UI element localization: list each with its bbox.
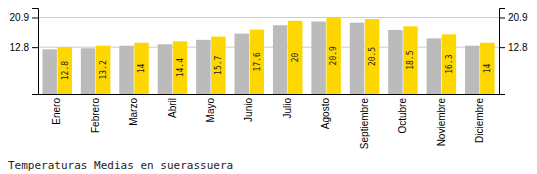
tick-mark	[32, 47, 38, 48]
bar	[403, 26, 417, 94]
tick-label: Junio	[243, 98, 254, 122]
bar	[119, 46, 133, 94]
data-label: 18.5	[406, 50, 415, 69]
tick-label: 12.8	[10, 42, 30, 53]
tick-label: Diciembre	[474, 98, 485, 143]
bar	[42, 49, 56, 94]
bars	[42, 18, 494, 94]
tick: 20.9	[499, 12, 528, 23]
bar	[388, 30, 402, 94]
tick: Septiembre	[359, 98, 370, 150]
tick-label: Agosto	[320, 98, 331, 130]
bar	[288, 21, 302, 94]
data-labels: 12.8 13.2 14 14.4 15.7 17.6 20 20.9 20.5 18.5 16.3…	[61, 46, 493, 80]
tick: Diciembre	[474, 98, 485, 143]
bar	[58, 47, 72, 94]
tick-label: Abril	[167, 98, 178, 118]
y-axis: 12.8 20.9	[10, 9, 39, 95]
tick: Mayo	[205, 98, 216, 123]
tick-label: Octubre	[397, 98, 408, 134]
tick-label: 20.9	[10, 12, 30, 23]
tick: Marzo	[128, 98, 139, 126]
tick-label: 20.9	[508, 12, 528, 23]
tick-label: 12.8	[508, 42, 528, 53]
x-axis: Enero Febrero Marzo Abril Mayo Junio Julio Agos…	[39, 95, 500, 150]
bar	[158, 44, 172, 94]
tick: 12.8	[499, 42, 528, 53]
bar	[326, 18, 340, 94]
tick: Noviembre	[436, 98, 447, 147]
bar	[173, 41, 187, 94]
bar	[96, 46, 110, 94]
data-label: 13.2	[99, 60, 108, 79]
tick-mark	[499, 18, 505, 19]
bar	[311, 22, 325, 94]
data-label: 14.4	[176, 58, 185, 77]
axis-line	[32, 9, 39, 95]
tick-label: Marzo	[128, 98, 139, 126]
bar-series	[42, 22, 479, 94]
tick-mark	[499, 47, 505, 48]
bar	[365, 19, 379, 94]
tick: Enero	[51, 98, 62, 125]
tick-mark	[32, 18, 38, 19]
bar	[196, 40, 210, 94]
tick-label: Noviembre	[436, 98, 447, 147]
data-label: 14	[483, 63, 492, 73]
chart-svg: 12.8 20.9 12.8 20.9 Enero Febrero Marzo Abril Ma…	[0, 0, 537, 174]
plot: 12.8 20.9 12.8 20.9 Enero Febrero Marzo Abril Ma…	[10, 9, 528, 150]
tick: 12.8	[10, 42, 38, 53]
data-label: 16.3	[445, 54, 454, 73]
data-label: 20.5	[368, 47, 377, 66]
grid-line	[38, 17, 499, 18]
chart-container: 12.8 20.9 12.8 20.9 Enero Febrero Marzo Abril Ma…	[0, 0, 537, 174]
bar-series	[58, 18, 495, 94]
tick: Febrero	[90, 98, 101, 133]
bar	[81, 48, 95, 94]
bar	[427, 38, 441, 94]
bar	[480, 43, 494, 94]
bar	[134, 43, 148, 94]
data-label: 12.8	[61, 61, 70, 80]
bar	[235, 34, 249, 94]
bar	[273, 25, 287, 94]
bar	[211, 37, 225, 94]
data-label: 17.6	[253, 52, 262, 71]
tick: Abril	[167, 98, 178, 118]
tick-label: Mayo	[205, 98, 216, 123]
bar	[442, 34, 456, 94]
bar	[250, 30, 264, 94]
axis-line	[39, 94, 500, 95]
axis-line	[500, 9, 506, 95]
y2-axis: 12.8 20.9	[499, 9, 528, 95]
tick: Octubre	[397, 98, 408, 134]
data-label: 14	[137, 63, 146, 73]
tick-label: Febrero	[90, 98, 101, 133]
tick: Junio	[243, 98, 254, 122]
tick-label: Septiembre	[359, 98, 370, 150]
tick: 20.9	[10, 12, 38, 23]
title: Temperaturas Medias en suerassuera	[8, 159, 233, 172]
tick-label: Julio	[282, 98, 293, 119]
tick: Agosto	[320, 98, 331, 130]
data-label: 20.9	[329, 46, 338, 65]
data-label: 15.7	[214, 55, 223, 74]
bar	[350, 23, 364, 94]
bar	[465, 46, 479, 94]
tick-label: Enero	[51, 98, 62, 125]
data-label: 20	[291, 52, 300, 62]
tick: Julio	[282, 98, 293, 119]
